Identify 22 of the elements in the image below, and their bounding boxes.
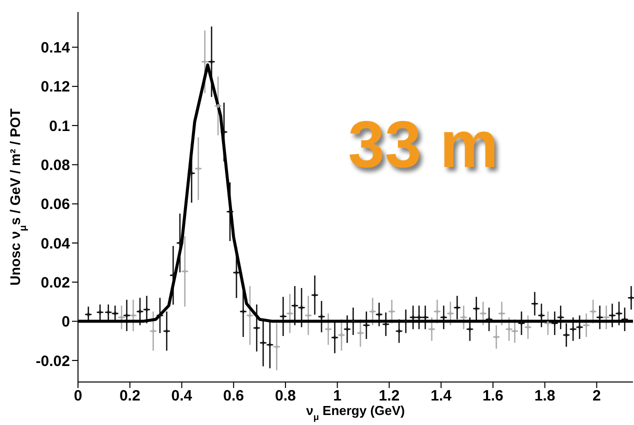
y-tick-label: 0 (62, 314, 70, 331)
x-tick-label: 0 (74, 388, 82, 405)
y-tick-label: 0.06 (40, 196, 70, 214)
x-axis-title: ν$_{μ}$ Energy (GeV) (306, 403, 405, 422)
x-tick-label: 1.8 (534, 388, 556, 405)
y-tick-label: 0.12 (40, 78, 70, 96)
y-tick-label: 0.14 (40, 40, 71, 57)
x-tick-label: 0.6 (223, 388, 244, 405)
x-tick-label: 0.8 (275, 388, 296, 405)
x-tick-label: 1 (333, 388, 342, 405)
x-tick-label: 1.4 (430, 388, 452, 405)
y-tick-label: 0.04 (40, 235, 71, 252)
y-tick-label: 0.1 (49, 118, 70, 135)
x-tick-label: 1.6 (482, 388, 504, 405)
y-tick-label: -0.02 (36, 352, 70, 370)
x-tick-label: 0.4 (171, 388, 193, 405)
x-tick-label: 2 (592, 388, 601, 405)
x-tick-label: 1.2 (378, 388, 400, 405)
y-tick-label: 0.08 (40, 157, 70, 174)
y-tick-label: 0.02 (40, 274, 70, 292)
x-tick-label: 0.2 (119, 388, 140, 405)
annotation: 33 m (348, 106, 498, 182)
